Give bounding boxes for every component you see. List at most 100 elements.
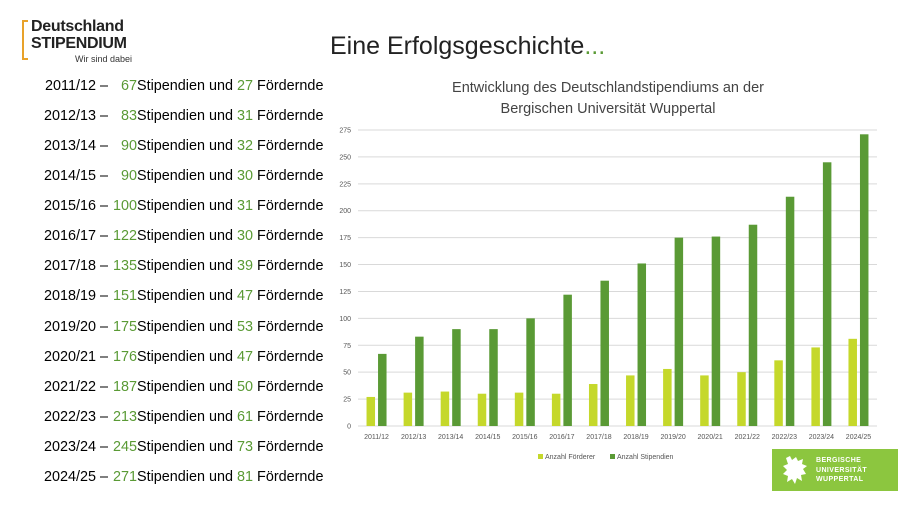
list-item-text: Stipendien und 81 Fördernde: [137, 469, 323, 485]
list-item-suffix: Fördernde: [257, 348, 324, 365]
y-tick-label: 25: [343, 397, 351, 404]
list-item-text: Stipendien und 47 Fördernde: [137, 288, 323, 304]
list-item: 2012/13 – 83 Stipendien und 31 Fördernde: [0, 108, 340, 130]
y-tick-label: 175: [339, 235, 351, 242]
chart-title-line2: Bergischen Universität Wuppertal: [500, 101, 716, 117]
legend-label: Anzahl Förderer: [545, 454, 596, 461]
list-item-suffix: Fördernde: [257, 138, 324, 155]
list-item-year: 2024/25 –: [43, 468, 108, 485]
list-item-connector: Stipendien und: [137, 438, 234, 455]
chart-title-line1: Entwicklung des Deutschlandstipendiums a…: [452, 80, 764, 96]
list-item-connector: Stipendien und: [137, 468, 234, 485]
list-item-text: Stipendien und 39 Fördernde: [137, 258, 323, 274]
y-tick-label: 50: [343, 370, 351, 377]
list-item: 2023/24 –245 Stipendien und 73 Fördernde: [0, 439, 340, 461]
list-item-foerdernde: 81: [237, 468, 254, 485]
list-item-suffix: Fördernde: [257, 408, 324, 425]
chart-title: Entwicklung des Deutschlandstipendiums a…: [418, 78, 798, 120]
list-item-foerdernde: 27: [237, 78, 254, 94]
list-item: 2013/14 – 90 Stipendien und 32 Fördernde: [0, 138, 340, 160]
list-item-year: 2015/16 –: [43, 198, 108, 215]
list-item-suffix: Fördernde: [257, 438, 324, 455]
list-item-stipendien: 90: [120, 168, 137, 185]
list-item: 2018/19 –151 Stipendien und 47 Fördernde: [0, 288, 340, 310]
list-item-connector: Stipendien und: [137, 138, 234, 155]
list-item-text: Stipendien und 50 Fördernde: [137, 379, 323, 395]
bar-foerderer: [774, 360, 783, 426]
y-tick-label: 275: [339, 128, 351, 135]
list-item-text: Stipendien und 30 Fördernde: [137, 228, 323, 244]
list-item-foerdernde: 50: [237, 378, 254, 395]
list-item: 2011/12 – 67 Stipendien und 27 Fördernde: [0, 78, 340, 100]
list-item-text: Stipendien und 73 Fördernde: [137, 439, 323, 455]
bar-foerderer: [588, 384, 598, 426]
list-item-text: Stipendien und 27 Fördernde: [137, 78, 323, 94]
bar-chart: 0 25 50 75 100 125 150 175 200 225 250 275 2011/12 20…: [339, 128, 877, 461]
x-tick-label: 2011/12: [364, 434, 389, 441]
bar-stipendien: [674, 237, 684, 426]
bar-stipendien: [563, 294, 572, 426]
list-item-foerdernde: 47: [237, 348, 254, 365]
list-item: 2016/17 –122 Stipendien und 30 Fördernde: [0, 228, 340, 250]
list-item-connector: Stipendien und: [137, 168, 234, 185]
x-tick-label: 2019/20: [660, 434, 685, 441]
bar-stipendien: [859, 134, 869, 426]
list-item-year: 2022/23 –: [43, 408, 108, 425]
list-item-connector: Stipendien und: [137, 258, 234, 275]
list-item-foerdernde: 61: [237, 408, 254, 425]
list-item-suffix: Fördernde: [257, 468, 324, 485]
list-item-foerdernde: 39: [237, 258, 254, 275]
x-tick-label: 2016/17: [549, 434, 574, 441]
list-item-foerdernde: 30: [237, 168, 254, 185]
y-tick-label: 150: [339, 262, 351, 269]
list-item-connector: Stipendien und: [137, 108, 234, 125]
list-item-year: 2016/17 –: [43, 228, 108, 245]
list-item-suffix: Fördernde: [257, 228, 324, 245]
slide-title: Eine Erfolgsgeschichte...: [330, 32, 605, 61]
bar-foerderer: [626, 375, 635, 426]
bar-stipendien: [711, 236, 721, 426]
list-item-text: Stipendien und 31 Fördernde: [137, 198, 323, 214]
list-item-stipendien: 176: [112, 348, 137, 365]
x-tick-label: 2020/21: [698, 434, 723, 441]
list-item-foerdernde: 53: [237, 318, 254, 335]
list-item-foerdernde: 30: [237, 228, 254, 245]
bar-foerderer: [551, 393, 561, 426]
university-line3: WUPPERTAL: [816, 476, 864, 483]
university-line2: UNIVERSITÄT: [816, 466, 868, 474]
list-item-stipendien: 122: [112, 228, 137, 245]
logo-bracket: [22, 20, 28, 60]
list-item-stipendien: 135: [112, 258, 137, 275]
y-tick-label: 0: [347, 424, 351, 431]
list-item-foerdernde: 73: [237, 438, 254, 455]
x-tick-label: 2022/23: [772, 434, 797, 441]
list-item-foerdernde: 47: [237, 288, 254, 305]
list-item-suffix: Fördernde: [257, 318, 324, 335]
list-item-stipendien: 90: [120, 138, 137, 155]
list-item: 2024/25 –271 Stipendien und 81 Fördernde: [0, 469, 340, 491]
list-item-year: 2021/22 –: [43, 378, 108, 395]
list-item-suffix: Fördernde: [257, 108, 324, 125]
list-item-year: 2013/14 –: [43, 138, 108, 155]
list-item-suffix: Fördernde: [257, 378, 324, 395]
logo-tagline: Wir sind dabei: [75, 54, 133, 64]
list-item-stipendien: 100: [112, 198, 137, 215]
bar-stipendien: [415, 336, 424, 426]
list-item-connector: Stipendien und: [137, 198, 234, 215]
x-tick-label: 2023/24: [809, 434, 834, 441]
x-tick-label: 2024/25: [846, 434, 871, 441]
list-item-suffix: Fördernde: [257, 198, 324, 215]
bar-stipendien: [378, 353, 387, 426]
list-item-suffix: Fördernde: [257, 288, 324, 305]
y-tick-label: 100: [339, 316, 351, 323]
bar-stipendien: [489, 329, 498, 426]
list-item-text: Stipendien und 53 Fördernde: [137, 319, 323, 335]
bar-foerderer: [366, 396, 376, 426]
list-item-text: Stipendien und 61 Fördernde: [137, 409, 323, 425]
list-item-connector: Stipendien und: [137, 288, 234, 305]
bar-stipendien: [452, 329, 461, 426]
list-item-year: 2017/18 –: [43, 258, 108, 275]
list-item-year: 2018/19 –: [43, 288, 108, 305]
bar-stipendien: [600, 280, 609, 426]
list-item-text: Stipendien und 31 Fördernde: [137, 108, 323, 124]
